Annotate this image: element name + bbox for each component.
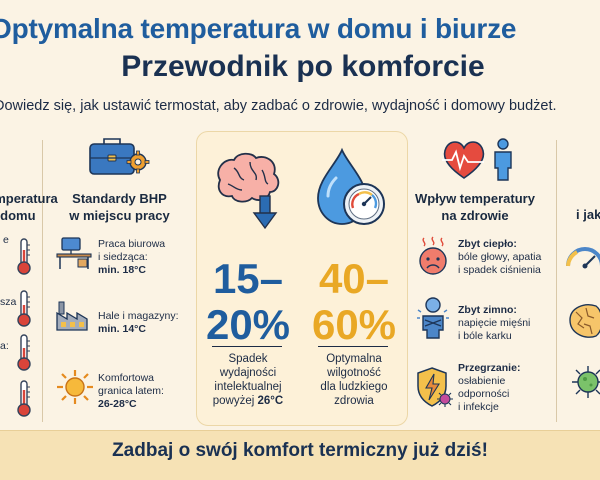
sun-icon xyxy=(57,370,93,404)
humidity-value: 40– 60% xyxy=(305,256,403,348)
item-label: granica latem: xyxy=(98,385,164,397)
item-line: bóle głowy, apatia xyxy=(458,251,542,263)
desc-line: Optymalna xyxy=(326,353,382,365)
thermometer-icon xyxy=(17,290,31,327)
item-label: Praca biurowa xyxy=(98,238,166,250)
briefcase-gear-icon xyxy=(89,138,150,175)
title-line: w miejscu pracy xyxy=(69,208,170,223)
desc-line: Spadek xyxy=(228,353,268,365)
item-value: min. 14°C xyxy=(98,323,146,335)
summer-limit-item: Komfortowa granica latem: 26-28°C xyxy=(98,372,198,411)
room-label-fragment: a: xyxy=(0,340,9,352)
item-label: Komfortowa xyxy=(98,372,155,384)
virus-icon xyxy=(572,366,600,398)
title-line: w domu xyxy=(0,208,36,223)
right-column-title: i jak xyxy=(576,207,600,222)
desc-line: wydajności xyxy=(219,367,277,379)
office-desk-icon xyxy=(56,237,92,269)
room-label-fragment: sza xyxy=(0,296,17,308)
item-line: odporności xyxy=(458,388,510,400)
humidity-drop-gauge-icon xyxy=(317,147,385,225)
item-value: min. 18°C xyxy=(98,264,146,276)
item-line: i infekcje xyxy=(458,401,499,413)
brain-arrow-down-icon xyxy=(217,152,280,230)
item-line: napięcie mięśni xyxy=(458,317,531,329)
thermometer-icon xyxy=(17,238,31,275)
item-label: i siedząca: xyxy=(98,251,148,263)
threshold-temperature: 26°C xyxy=(257,395,284,407)
cold-person-icon xyxy=(417,297,449,339)
thermometer-icon xyxy=(17,380,31,417)
title-line: na zdrowie xyxy=(441,208,509,223)
stat-line: 40– xyxy=(318,255,390,302)
work-standards-title: Standardy BHP w miejscu pracy xyxy=(52,190,187,224)
desc-line: dla ludzkiego xyxy=(320,381,388,393)
desc-line: powyżej 26°C xyxy=(200,394,296,408)
heart-person-icon xyxy=(442,138,512,181)
humidity-description: Optymalna wilgotność dla ludzkiego zdrow… xyxy=(305,352,403,408)
hot-face-icon xyxy=(419,236,447,275)
item-value: 26-28°C xyxy=(98,398,137,410)
stat-line: 60% xyxy=(311,301,397,348)
room-label-fragment: e xyxy=(3,234,9,246)
banner-call-to-action: Zadbaj o swój komfort termiczny już dziś… xyxy=(112,440,488,461)
too-warm-item: Zbyt ciepło: bóle głowy, apatia i spadek… xyxy=(458,238,558,277)
warehouse-item: Hale i magazyny: min. 14°C xyxy=(98,310,198,336)
divider xyxy=(318,346,388,347)
stat-line: 15– xyxy=(212,255,284,302)
title-line: Standardy BHP xyxy=(72,191,167,206)
shield-virus-icon xyxy=(417,367,453,407)
intro-text: Dowiedz się, jak ustawić termostat, aby … xyxy=(0,98,557,114)
thermometer-icon xyxy=(17,334,31,371)
divider xyxy=(556,140,557,422)
gauge-icon xyxy=(566,247,600,269)
item-line: i bóle karku xyxy=(458,330,512,342)
health-effects-title: Wpływ temperatury na zdrowie xyxy=(405,190,545,224)
desc-line: wilgotność xyxy=(327,367,381,379)
stat-line: 20% xyxy=(205,301,291,348)
dry-cracked-icon xyxy=(569,304,600,338)
desc-line: zdrowia xyxy=(334,395,374,407)
divider xyxy=(212,346,282,347)
item-heading: Zbyt ciepło: xyxy=(458,238,517,250)
item-line: osłabienie xyxy=(458,375,506,387)
item-heading: Zbyt zimno: xyxy=(458,304,517,316)
bottom-banner xyxy=(0,430,600,480)
title-line: Wpływ temperatury xyxy=(415,191,535,206)
item-label: Hale i magazyny: xyxy=(98,310,179,322)
factory-icon xyxy=(56,301,88,331)
home-temperature-title: Temperatura w domu xyxy=(0,190,58,224)
office-work-item: Praca biurowa i siedząca: min. 18°C xyxy=(98,238,193,277)
productivity-drop-description: Spadek wydajności intelektualnej powyżej… xyxy=(200,352,296,408)
title-line: Temperatura xyxy=(0,191,58,206)
too-cold-item: Zbyt zimno: napięcie mięśni i bóle karku xyxy=(458,304,558,343)
productivity-drop-value: 15– 20% xyxy=(200,256,296,348)
divider xyxy=(42,140,43,422)
overheating-item: Przegrzanie: osłabienie odporności i inf… xyxy=(458,362,558,414)
item-heading: Przegrzanie: xyxy=(458,362,521,374)
item-line: i spadek ciśnienia xyxy=(458,264,541,276)
desc-prefix: powyżej xyxy=(212,395,258,407)
desc-line: intelektualnej xyxy=(214,381,282,393)
page-subtitle-heading: Przewodnik po komforcie xyxy=(121,50,485,83)
page-title: Optymalna temperatura w domu i biurze xyxy=(0,13,517,44)
